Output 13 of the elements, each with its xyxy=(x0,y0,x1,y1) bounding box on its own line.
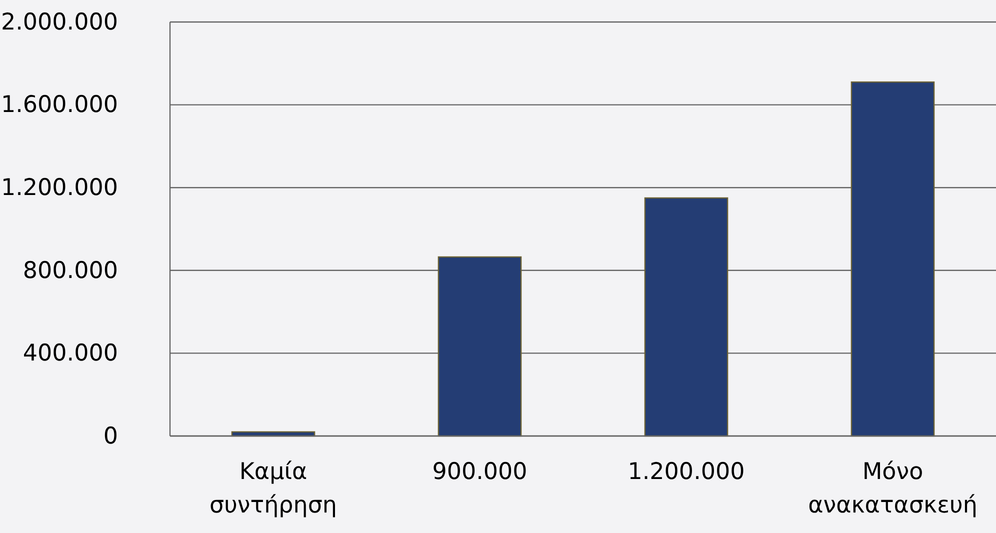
x-tick-label: Καμία συντήρηση xyxy=(210,459,337,518)
y-tick-label: 1.200.000 xyxy=(0,174,118,201)
y-tick-label: 800.000 xyxy=(22,258,118,284)
bar xyxy=(438,256,522,437)
y-tick-label: 400.000 xyxy=(22,340,118,367)
y-tick-label: 1.600.000 xyxy=(0,92,118,118)
bar xyxy=(850,81,935,437)
y-tick-label: 0 xyxy=(103,423,118,450)
x-tick-label: 900.000 xyxy=(432,459,528,485)
x-tick-label: Μόνο ανακατασκευή xyxy=(808,459,978,518)
y-tick-label: 2.000.000 xyxy=(0,9,118,36)
bar xyxy=(644,197,728,437)
x-tick-label: 1.200.000 xyxy=(628,459,745,485)
